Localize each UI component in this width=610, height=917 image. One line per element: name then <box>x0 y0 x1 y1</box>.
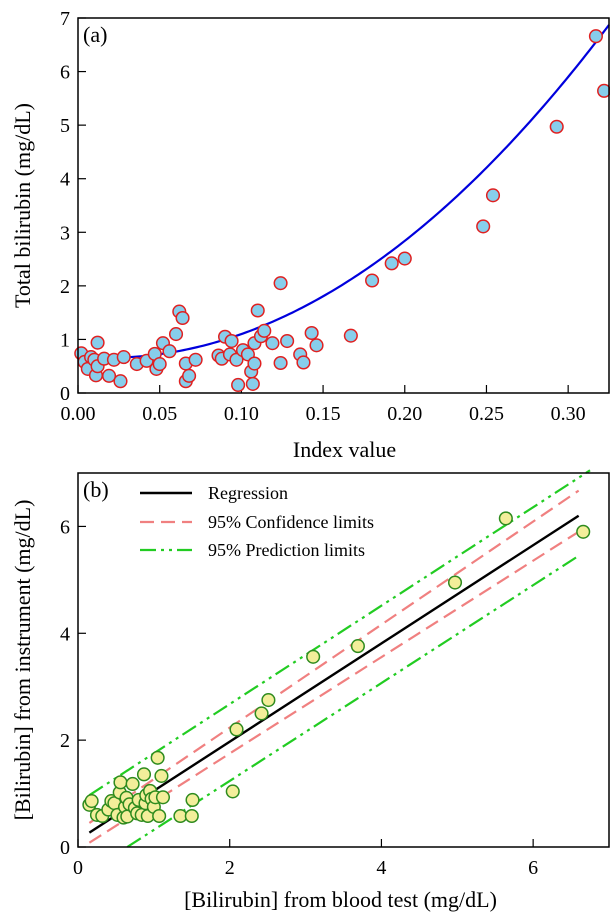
panel-a-data-point <box>280 333 295 349</box>
panel-a-y-tick-label: 3 <box>60 222 70 244</box>
panel-a-data-point <box>90 335 105 350</box>
panel-b-x-tick-label: 2 <box>225 857 235 879</box>
panel-a-data-point <box>485 188 501 203</box>
panel-b-prediction-lower-line <box>126 554 580 848</box>
panel-a-data-point <box>365 273 380 288</box>
panel-b-data-point <box>254 706 269 721</box>
panel-a-data-point <box>265 336 280 351</box>
panel-b-x-axis-label: [Bilirubin] from blood test (mg/dL) <box>184 887 497 912</box>
panel-a-data-point <box>257 323 272 338</box>
panel-a-x-tick-label: 0.15 <box>306 403 341 425</box>
panel-a-data-point <box>231 377 246 393</box>
panel-a-data-point <box>224 333 239 349</box>
panel-b-confidence-upper-line <box>88 489 580 824</box>
panel-b-y-tick-label: 6 <box>60 516 70 538</box>
panel-a-data-point <box>162 344 177 359</box>
panel-b-data-point <box>152 808 167 824</box>
panel-b-data-point <box>84 794 99 809</box>
panel-a-x-tick-label: 0.05 <box>142 403 177 425</box>
panel-b-data-point <box>125 776 140 792</box>
panel-a-x-tick-label: 0.30 <box>551 403 586 425</box>
panel-a-data-point <box>116 350 131 365</box>
panel-a-y-axis-label: Total bilirubin (mg/dL) <box>10 103 35 308</box>
panel-b-data-point <box>184 808 199 824</box>
panel-a-data-point <box>273 276 288 291</box>
panel-a-data-point <box>384 256 399 271</box>
panel-b-regression-line <box>88 514 580 834</box>
panel-a-data-point <box>597 83 610 98</box>
panel-a-y-tick-label: 2 <box>60 276 70 298</box>
panel-a-label: (a) <box>83 22 107 47</box>
panel-b-data-point <box>136 767 152 782</box>
panel-a-data-point <box>343 328 358 343</box>
panel-b-y-tick-label: 0 <box>60 837 70 859</box>
panel-b-data-point <box>155 790 171 805</box>
panel-a-data-point <box>296 355 311 370</box>
panel-b-data-point <box>350 639 365 654</box>
panel-a-y-tick-label: 5 <box>60 115 70 137</box>
panel-a-y-tick-label: 0 <box>60 383 70 405</box>
panel-b-data-point <box>498 511 513 526</box>
panel-a-data-point <box>229 352 244 367</box>
panel-a-data-point <box>588 29 603 44</box>
panel-a-data-point <box>168 327 184 342</box>
panel-a-x-tick-label: 0.25 <box>469 403 504 425</box>
panel-b-y-tick-label: 4 <box>60 623 70 645</box>
panel-b-data-point <box>150 750 165 765</box>
panel-a-data-point <box>175 310 190 326</box>
panel-a-x-axis-label: Index value <box>293 437 396 462</box>
panel-b-data-point <box>185 792 200 808</box>
panel-a-data-point <box>182 368 197 383</box>
panel-a-data-point <box>245 376 260 391</box>
panel-b-data-point <box>306 649 321 664</box>
panel-b-x-tick-label: 6 <box>528 857 538 879</box>
panel-b-label: (b) <box>83 477 109 502</box>
panel-a-data-point <box>476 219 491 234</box>
panel-a-data-point <box>273 355 288 371</box>
legend-label-prediction: 95% Prediction limits <box>208 540 365 560</box>
panel-a-y-tick-label: 4 <box>60 169 70 191</box>
panel-a-data-point <box>250 303 265 318</box>
panel-a-chart: 0.00 0.05 0.10 0.15 0.20 0.25 0.30 0 1 2 3 4 5 6 7 (a)… <box>10 8 610 462</box>
panel-b-y-tick-label: 2 <box>60 730 70 752</box>
legend-label-confidence: 95% Confidence limits <box>208 512 374 532</box>
panel-b-x-tick-label: 0 <box>73 857 83 879</box>
panel-a-x-tick-label: 0.00 <box>61 403 96 425</box>
panel-b-prediction-upper-line <box>88 469 591 797</box>
panel-a-x-tick-label: 0.10 <box>224 403 259 425</box>
panel-b-data-point <box>229 722 244 737</box>
panel-a-data-point <box>152 357 167 372</box>
panel-b-confidence-lower-line <box>88 530 580 844</box>
panel-b-data-point <box>113 775 128 790</box>
legend-label-regression: Regression <box>208 483 288 503</box>
panel-a-data-point <box>113 374 128 389</box>
panel-b-data-point <box>225 784 240 799</box>
panel-a-y-tick-label: 1 <box>60 329 70 351</box>
panel-b-legend: Regression 95% Confidence limits 95% Pre… <box>140 483 374 560</box>
panel-b-y-axis-label: [Bilirubin] from instrument (mg/dL) <box>10 500 35 821</box>
panel-a-y-tick-label: 6 <box>60 62 70 84</box>
panel-a-x-tick-label: 0.20 <box>387 403 422 425</box>
panel-b-data-point <box>576 524 591 539</box>
panel-a-data-point <box>397 251 412 266</box>
panel-b-chart: 0 2 4 6 0 2 4 6 (b) Regression 95% Confidence l… <box>10 469 610 912</box>
panel-a-data-point <box>188 352 203 367</box>
panel-b-plot-frame <box>77 472 610 848</box>
panel-a-data-point <box>101 368 117 383</box>
panel-a-data-point <box>247 356 262 371</box>
panel-a-data-point <box>549 119 564 134</box>
panel-a-data-point <box>304 325 319 341</box>
panel-a-plot-frame <box>77 17 610 394</box>
panel-a-data-point <box>309 338 324 353</box>
panel-a-fit-curve <box>81 24 610 359</box>
panel-b-data-point <box>261 693 276 708</box>
panel-b-data-point <box>154 768 169 783</box>
panel-b-x-tick-label: 4 <box>376 857 386 879</box>
panel-a-y-tick-label: 7 <box>60 8 70 30</box>
panel-b-data-point <box>447 575 463 590</box>
